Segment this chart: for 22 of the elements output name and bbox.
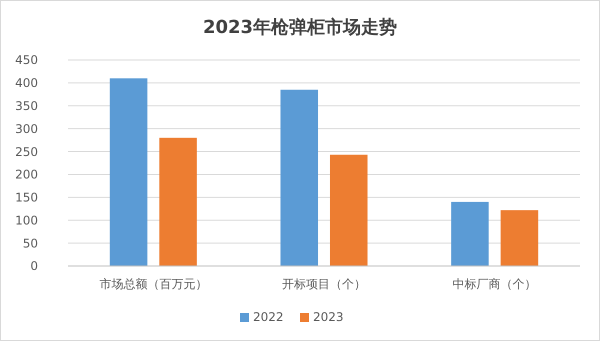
y-tick-label: 150: [15, 190, 38, 205]
y-tick-label: 200: [15, 168, 38, 182]
x-tick-label: 市场总额（百万元）: [99, 277, 208, 291]
bar: [159, 138, 197, 266]
bar: [500, 210, 538, 266]
legend-label: 2022: [253, 310, 284, 324]
y-tick-label: 250: [15, 144, 38, 159]
y-tick-label: 350: [15, 98, 38, 113]
bar: [110, 78, 148, 266]
y-tick-label: 100: [15, 213, 38, 228]
y-tick-label: 400: [15, 76, 38, 90]
y-tick-label: 0: [30, 259, 38, 274]
x-tick-label: 中标厂商（个）: [452, 277, 537, 291]
y-tick-label: 450: [15, 53, 38, 68]
x-tick-label: 开标项目（个）: [282, 277, 366, 291]
bar: [451, 202, 489, 266]
bar: [330, 154, 368, 266]
y-tick-label: 300: [15, 122, 38, 136]
y-tick-label: 50: [22, 236, 38, 250]
chart-title: 2023年枪弹柜市场走势: [202, 17, 398, 38]
bar: [280, 90, 318, 266]
legend-label: 2023: [313, 310, 344, 324]
